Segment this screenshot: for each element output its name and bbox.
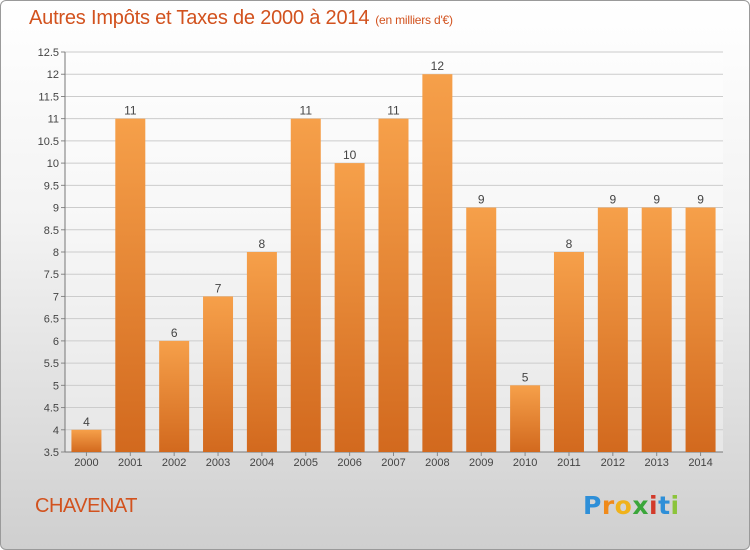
logo-letter: P: [583, 491, 602, 520]
data-label: 5: [522, 370, 529, 384]
title-text: Autres Impôts et Taxes de 2000 à 2014: [29, 7, 370, 29]
y-tick-label: 11: [48, 114, 59, 126]
data-label: 7: [215, 281, 222, 295]
x-tick-label: 2002: [162, 457, 186, 469]
x-tick-label: 2010: [513, 457, 537, 469]
x-tick-label: 2005: [294, 457, 318, 469]
y-tick-label: 10: [47, 158, 59, 170]
logo-letter: i: [649, 491, 659, 520]
y-tick-label: 5: [53, 380, 59, 392]
y-tick-label: 8: [53, 247, 59, 259]
y-tick-label: 4: [53, 425, 59, 437]
logo-letter: i: [670, 491, 680, 520]
data-label: 4: [83, 415, 90, 429]
bar: [553, 252, 584, 452]
bar: [597, 207, 628, 452]
logo-letter: x: [632, 491, 649, 520]
y-tick-label: 10.5: [38, 136, 59, 148]
y-tick-label: 8.5: [44, 225, 59, 237]
bar: [422, 74, 453, 452]
x-tick-label: 2014: [688, 457, 712, 469]
x-tick-label: 2004: [250, 457, 274, 469]
chart-title: Autres Impôts et Taxes de 2000 à 2014 (en…: [29, 7, 453, 30]
data-label: 10: [343, 148, 357, 162]
y-tick-label: 6.5: [44, 314, 59, 326]
bar: [466, 207, 497, 452]
bar: [510, 385, 541, 452]
city-name: CHAVENAT: [35, 495, 137, 517]
data-label: 9: [609, 193, 616, 207]
x-tick-label: 2001: [118, 457, 142, 469]
data-label: 11: [300, 104, 313, 118]
bar: [246, 252, 277, 452]
proxiti-logo: Proxiti: [583, 491, 680, 520]
x-tick-label: 2011: [557, 457, 581, 469]
x-tick-label: 2009: [469, 457, 493, 469]
x-tick-label: 2008: [425, 457, 449, 469]
x-tick-label: 2013: [644, 457, 668, 469]
bar: [159, 340, 190, 452]
data-label: 9: [697, 193, 704, 207]
y-tick-label: 12: [47, 69, 59, 81]
data-label: 9: [653, 193, 660, 207]
y-tick-label: 6: [53, 336, 59, 348]
y-tick-label: 3.5: [44, 447, 59, 459]
x-tick-label: 2000: [74, 457, 98, 469]
bar: [203, 296, 234, 452]
bar: [290, 118, 321, 453]
bar: [685, 207, 716, 452]
data-label: 8: [259, 237, 266, 251]
y-tick-label: 9.5: [44, 180, 59, 192]
y-tick-label: 11.5: [38, 91, 59, 103]
x-tick-label: 2003: [206, 457, 230, 469]
bar: [334, 163, 365, 452]
bar: [378, 118, 409, 453]
data-label: 9: [478, 193, 485, 207]
x-tick-label: 2012: [601, 457, 625, 469]
data-label: 8: [566, 237, 573, 251]
logo-letter: o: [614, 491, 633, 520]
data-label: 12: [431, 59, 445, 73]
data-label: 6: [171, 326, 178, 340]
x-tick-label: 2006: [337, 457, 361, 469]
data-label: 11: [124, 104, 137, 118]
bar: [115, 118, 146, 453]
x-tick-label: 2007: [381, 457, 405, 469]
y-tick-label: 7.5: [44, 269, 59, 281]
y-tick-label: 4.5: [44, 403, 59, 415]
y-tick-label: 9: [53, 203, 59, 215]
y-tick-label: 12.5: [38, 47, 59, 59]
y-tick-label: 5.5: [44, 358, 59, 370]
logo-letter: r: [601, 491, 615, 520]
unit-label: (en milliers d'€): [375, 13, 453, 27]
bar: [71, 429, 102, 452]
logo-letter: t: [658, 491, 671, 520]
bar: [641, 207, 672, 452]
data-label: 11: [387, 104, 400, 118]
y-tick-label: 7: [53, 291, 59, 303]
